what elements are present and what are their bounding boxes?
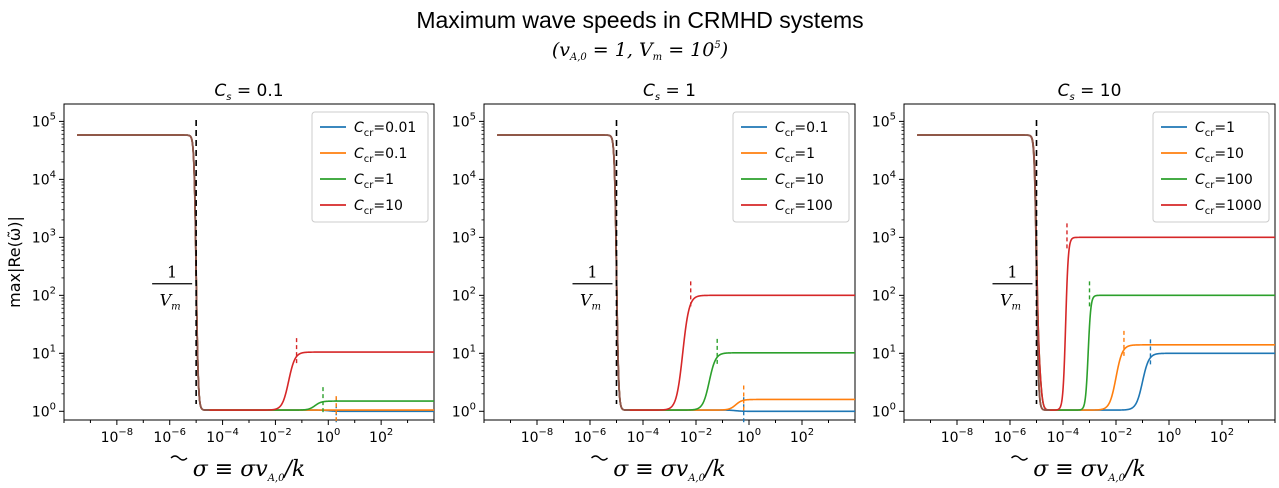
x-tick-label: 100 xyxy=(1157,427,1181,446)
overlap-line xyxy=(77,134,210,411)
x-tick-label: 10−6 xyxy=(153,427,186,446)
legend-entry: Ccr=100 xyxy=(775,198,833,217)
x-axis-label: σ ≡ σvA,0/k xyxy=(613,457,725,484)
annotation-denominator: Vm xyxy=(580,291,601,313)
figure-title: Maximum wave speeds in CRMHD systems xyxy=(416,7,863,33)
overlap-line xyxy=(917,134,1050,411)
x-axis-label: σ ≡ σvA,0/k xyxy=(1033,457,1145,484)
inverse-vm-label: 1 Vm xyxy=(992,263,1033,313)
x-tick-label: 102 xyxy=(1210,427,1234,446)
legend-entry: Ccr=10 xyxy=(354,198,403,217)
y-tick-label: 102 xyxy=(452,285,476,304)
x-tick-label: 10−4 xyxy=(206,427,239,446)
y-tick-label: 101 xyxy=(872,343,896,362)
x-label-tilde xyxy=(1011,455,1028,461)
legend-entry: Ccr=1000 xyxy=(1195,198,1262,217)
y-tick-label: 105 xyxy=(32,111,56,130)
x-axis-label: σ ≡ σvA,0/k xyxy=(193,457,305,484)
annotation-numerator: 1 xyxy=(1007,263,1017,282)
y-tick-label: 104 xyxy=(32,169,56,188)
y-tick-label: 100 xyxy=(32,401,56,420)
legend-box xyxy=(311,111,429,223)
legend-entry: Ccr=0.01 xyxy=(354,120,416,139)
y-tick-label: 103 xyxy=(452,227,476,246)
chart-panel-2: Cs = 1 10−8 10−6 10−4 10−2 100 102 100 101 102 103… xyxy=(452,81,856,484)
y-tick-label: 101 xyxy=(32,343,56,362)
annotation-numerator: 1 xyxy=(587,263,597,282)
x-tick-label: 10−2 xyxy=(1100,427,1133,446)
figure-subtitle: (vA,0 = 1, Vm = 105) xyxy=(552,39,728,63)
y-tick-label: 104 xyxy=(872,169,896,188)
x-tick-label: 10−2 xyxy=(259,427,292,446)
x-tick-label: 10−6 xyxy=(994,427,1027,446)
legend-entry: Ccr=1 xyxy=(1195,120,1235,139)
y-tick-label: 104 xyxy=(452,169,476,188)
y-tick-label: 102 xyxy=(872,285,896,304)
x-label-tilde xyxy=(591,455,608,461)
x-tick-label: 10−4 xyxy=(1047,427,1080,446)
x-tick-label: 10−8 xyxy=(521,427,554,446)
x-tick-label: 10−8 xyxy=(941,427,974,446)
legend-entry: Ccr=1 xyxy=(775,146,815,165)
chart-panel-3: Cs = 10 10−8 10−6 10−4 10−2 100 102 100 101 102 10… xyxy=(872,81,1276,484)
y-tick-label: 103 xyxy=(32,227,56,246)
x-tick-label: 100 xyxy=(316,427,340,446)
x-tick-label: 10−6 xyxy=(574,427,607,446)
legend-entry: Ccr=10 xyxy=(775,172,824,191)
x-tick-label: 100 xyxy=(737,427,761,446)
panel-title: Cs = 0.1 xyxy=(214,81,283,103)
y-tick-label: 105 xyxy=(872,111,896,130)
x-tick-label: 10−8 xyxy=(101,427,134,446)
legend-box xyxy=(732,111,850,223)
x-tick-label: 10−2 xyxy=(680,427,713,446)
legend-entry: Ccr=0.1 xyxy=(354,146,407,165)
y-tick-label: 100 xyxy=(872,401,896,420)
y-axis-label: max|Re(ω̃)| xyxy=(5,216,24,308)
panel-title: Cs = 1 xyxy=(643,81,696,103)
legend-entry: Ccr=0.1 xyxy=(775,120,828,139)
annotation-denominator: Vm xyxy=(160,291,181,313)
x-tick-label: 10−4 xyxy=(627,427,660,446)
chart-panel-1: Cs = 0.1 10−8 10−6 10−4 10−2 100 102 100 101 102 1… xyxy=(32,81,435,484)
x-tick-label: 102 xyxy=(790,427,814,446)
y-tick-label: 103 xyxy=(872,227,896,246)
annotation-numerator: 1 xyxy=(167,263,177,282)
x-label-tilde xyxy=(170,455,188,461)
annotation-denominator: Vm xyxy=(1000,291,1021,313)
y-tick-label: 102 xyxy=(32,285,56,304)
overlap-line xyxy=(497,134,630,411)
y-tick-label: 101 xyxy=(452,343,476,362)
panel-title: Cs = 10 xyxy=(1058,81,1122,103)
chart-panels: Cs = 0.1 10−8 10−6 10−4 10−2 100 102 100 101 102 1… xyxy=(5,81,1276,484)
legend-entry: Ccr=10 xyxy=(1195,146,1244,165)
legend-entry: Ccr=1 xyxy=(354,172,394,191)
y-tick-label: 105 xyxy=(452,111,476,130)
inverse-vm-label: 1 Vm xyxy=(572,263,613,313)
legend-box xyxy=(1152,111,1270,223)
inverse-vm-label: 1 Vm xyxy=(152,263,193,313)
y-tick-label: 100 xyxy=(452,401,476,420)
legend-entry: Ccr=100 xyxy=(1195,172,1253,191)
x-tick-label: 102 xyxy=(369,427,393,446)
